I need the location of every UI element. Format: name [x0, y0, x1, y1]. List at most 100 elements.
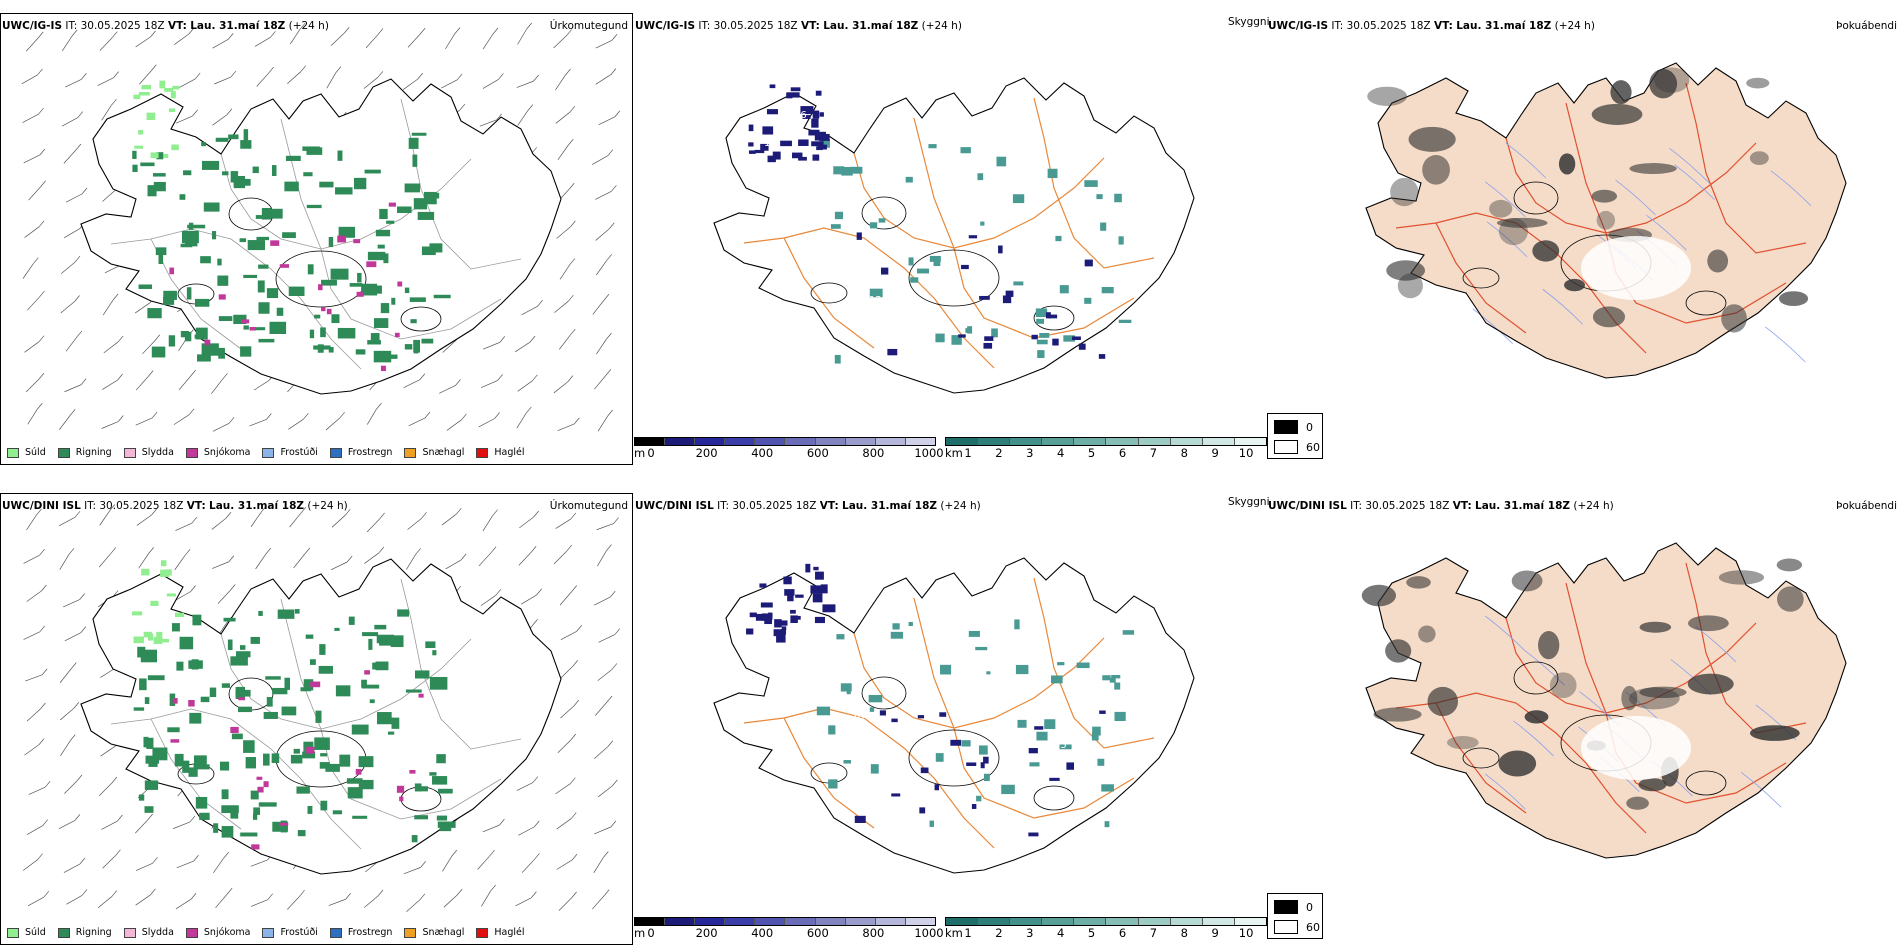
drizzle-cell	[141, 84, 152, 90]
rain-cell	[269, 321, 287, 334]
wind-barb-flag	[335, 66, 342, 73]
wind-barb-flag	[74, 511, 81, 518]
rain-cell	[140, 162, 155, 167]
colorbar-tick-label: 400	[751, 926, 774, 940]
reduced-visibility-cell	[892, 623, 900, 630]
wind-barb-flag	[567, 375, 574, 382]
reduced-visibility-cell	[1063, 335, 1076, 342]
snow-cell	[169, 267, 175, 275]
reduced-visibility-cell	[1076, 662, 1090, 669]
wind-barb	[557, 739, 571, 753]
rain-cell	[404, 287, 410, 294]
wind-barb	[406, 554, 416, 570]
wind-barb-flag	[566, 29, 572, 36]
wind-barb	[134, 302, 151, 314]
glacier-outline	[810, 282, 848, 304]
wind-barb-flag	[190, 893, 197, 900]
wind-barb	[64, 780, 78, 794]
wind-barb	[595, 191, 612, 200]
wind-barb	[558, 897, 572, 911]
wind-barb	[175, 898, 192, 910]
reduced-visibility-cell	[840, 683, 852, 692]
wind-barb-flag	[39, 548, 45, 556]
snow-cell	[380, 365, 386, 372]
road-line	[783, 237, 875, 349]
wind-barb	[514, 341, 531, 353]
visibility-value-label: 19	[824, 770, 837, 781]
rain-cell	[375, 229, 391, 237]
drizzle-cell	[172, 85, 180, 90]
rain-cell	[247, 240, 265, 251]
low-visibility-cell	[767, 155, 776, 163]
wind-barb-flag	[495, 589, 502, 596]
fog-patch	[1610, 80, 1632, 105]
rain-cell	[284, 677, 291, 690]
rain-cell	[303, 741, 314, 752]
glacier-outline	[275, 250, 367, 308]
wind-barb	[65, 78, 82, 88]
wind-barb-flag	[609, 590, 616, 598]
wind-barb-flag	[80, 626, 87, 633]
wind-barb-flag	[606, 544, 612, 551]
wind-barb-flag	[225, 511, 232, 519]
legend-swatch	[404, 927, 417, 938]
rain-cell	[182, 230, 199, 244]
wind-barb	[553, 550, 567, 565]
rain-cell	[314, 737, 330, 750]
rain-cell	[235, 651, 251, 658]
rain-cell	[153, 181, 166, 192]
fog-patch	[1621, 685, 1638, 711]
fog-patch	[1749, 151, 1769, 166]
rain-cell	[297, 830, 306, 837]
reduced-visibility-cell	[960, 147, 971, 154]
rain-cell	[321, 279, 337, 286]
wind-barb-flag	[415, 548, 421, 555]
drizzle-cell	[174, 612, 185, 618]
wind-barb-flag	[537, 300, 543, 307]
wind-barb	[61, 35, 73, 52]
rain-cell	[243, 129, 249, 141]
reduced-visibility-cell	[928, 144, 937, 149]
low-visibility-cell	[790, 615, 798, 624]
wind-barb-flag	[76, 330, 83, 338]
low-visibility-cell	[998, 245, 1003, 254]
wind-barb	[22, 859, 38, 871]
snow-cell	[355, 768, 362, 775]
wind-barb	[521, 859, 535, 873]
river-line	[1674, 164, 1715, 200]
drizzle-cell	[170, 91, 176, 99]
drizzle-cell	[133, 94, 141, 100]
wind-barb	[22, 263, 34, 279]
reduced-visibility-cell	[983, 773, 990, 782]
low-visibility-cell	[1002, 295, 1012, 304]
rain-cell	[307, 806, 313, 814]
rain-cell	[145, 755, 160, 764]
rain-cell	[266, 288, 279, 299]
rain-cell	[437, 821, 456, 828]
reduced-visibility-cell	[841, 167, 853, 176]
low-visibility-cell	[1084, 259, 1093, 267]
rain-cell	[171, 623, 180, 632]
wind-barb	[593, 857, 604, 874]
rain-cell	[331, 314, 340, 324]
glacier-outline	[908, 729, 1000, 787]
wind-barb	[59, 415, 71, 430]
wind-barb-flag	[419, 27, 426, 35]
road-line	[743, 227, 995, 369]
wind-barb	[446, 419, 462, 431]
wind-barb	[99, 37, 113, 51]
wind-barb	[595, 74, 612, 85]
glacier-outline	[908, 249, 1000, 307]
legend-swatch	[57, 447, 70, 458]
low-visibility-cell	[891, 718, 898, 723]
glacier-outline	[1033, 785, 1075, 811]
snow-cell	[251, 844, 260, 850]
wind-barb	[555, 518, 572, 529]
rain-cell	[372, 662, 379, 670]
wind-barb	[594, 746, 609, 759]
wind-barb-flag	[150, 888, 156, 896]
rain-cell	[252, 327, 266, 331]
colorbar-segment	[695, 438, 726, 445]
drizzle-cell	[159, 80, 166, 89]
colorbar-tick-label: 1	[964, 446, 972, 460]
